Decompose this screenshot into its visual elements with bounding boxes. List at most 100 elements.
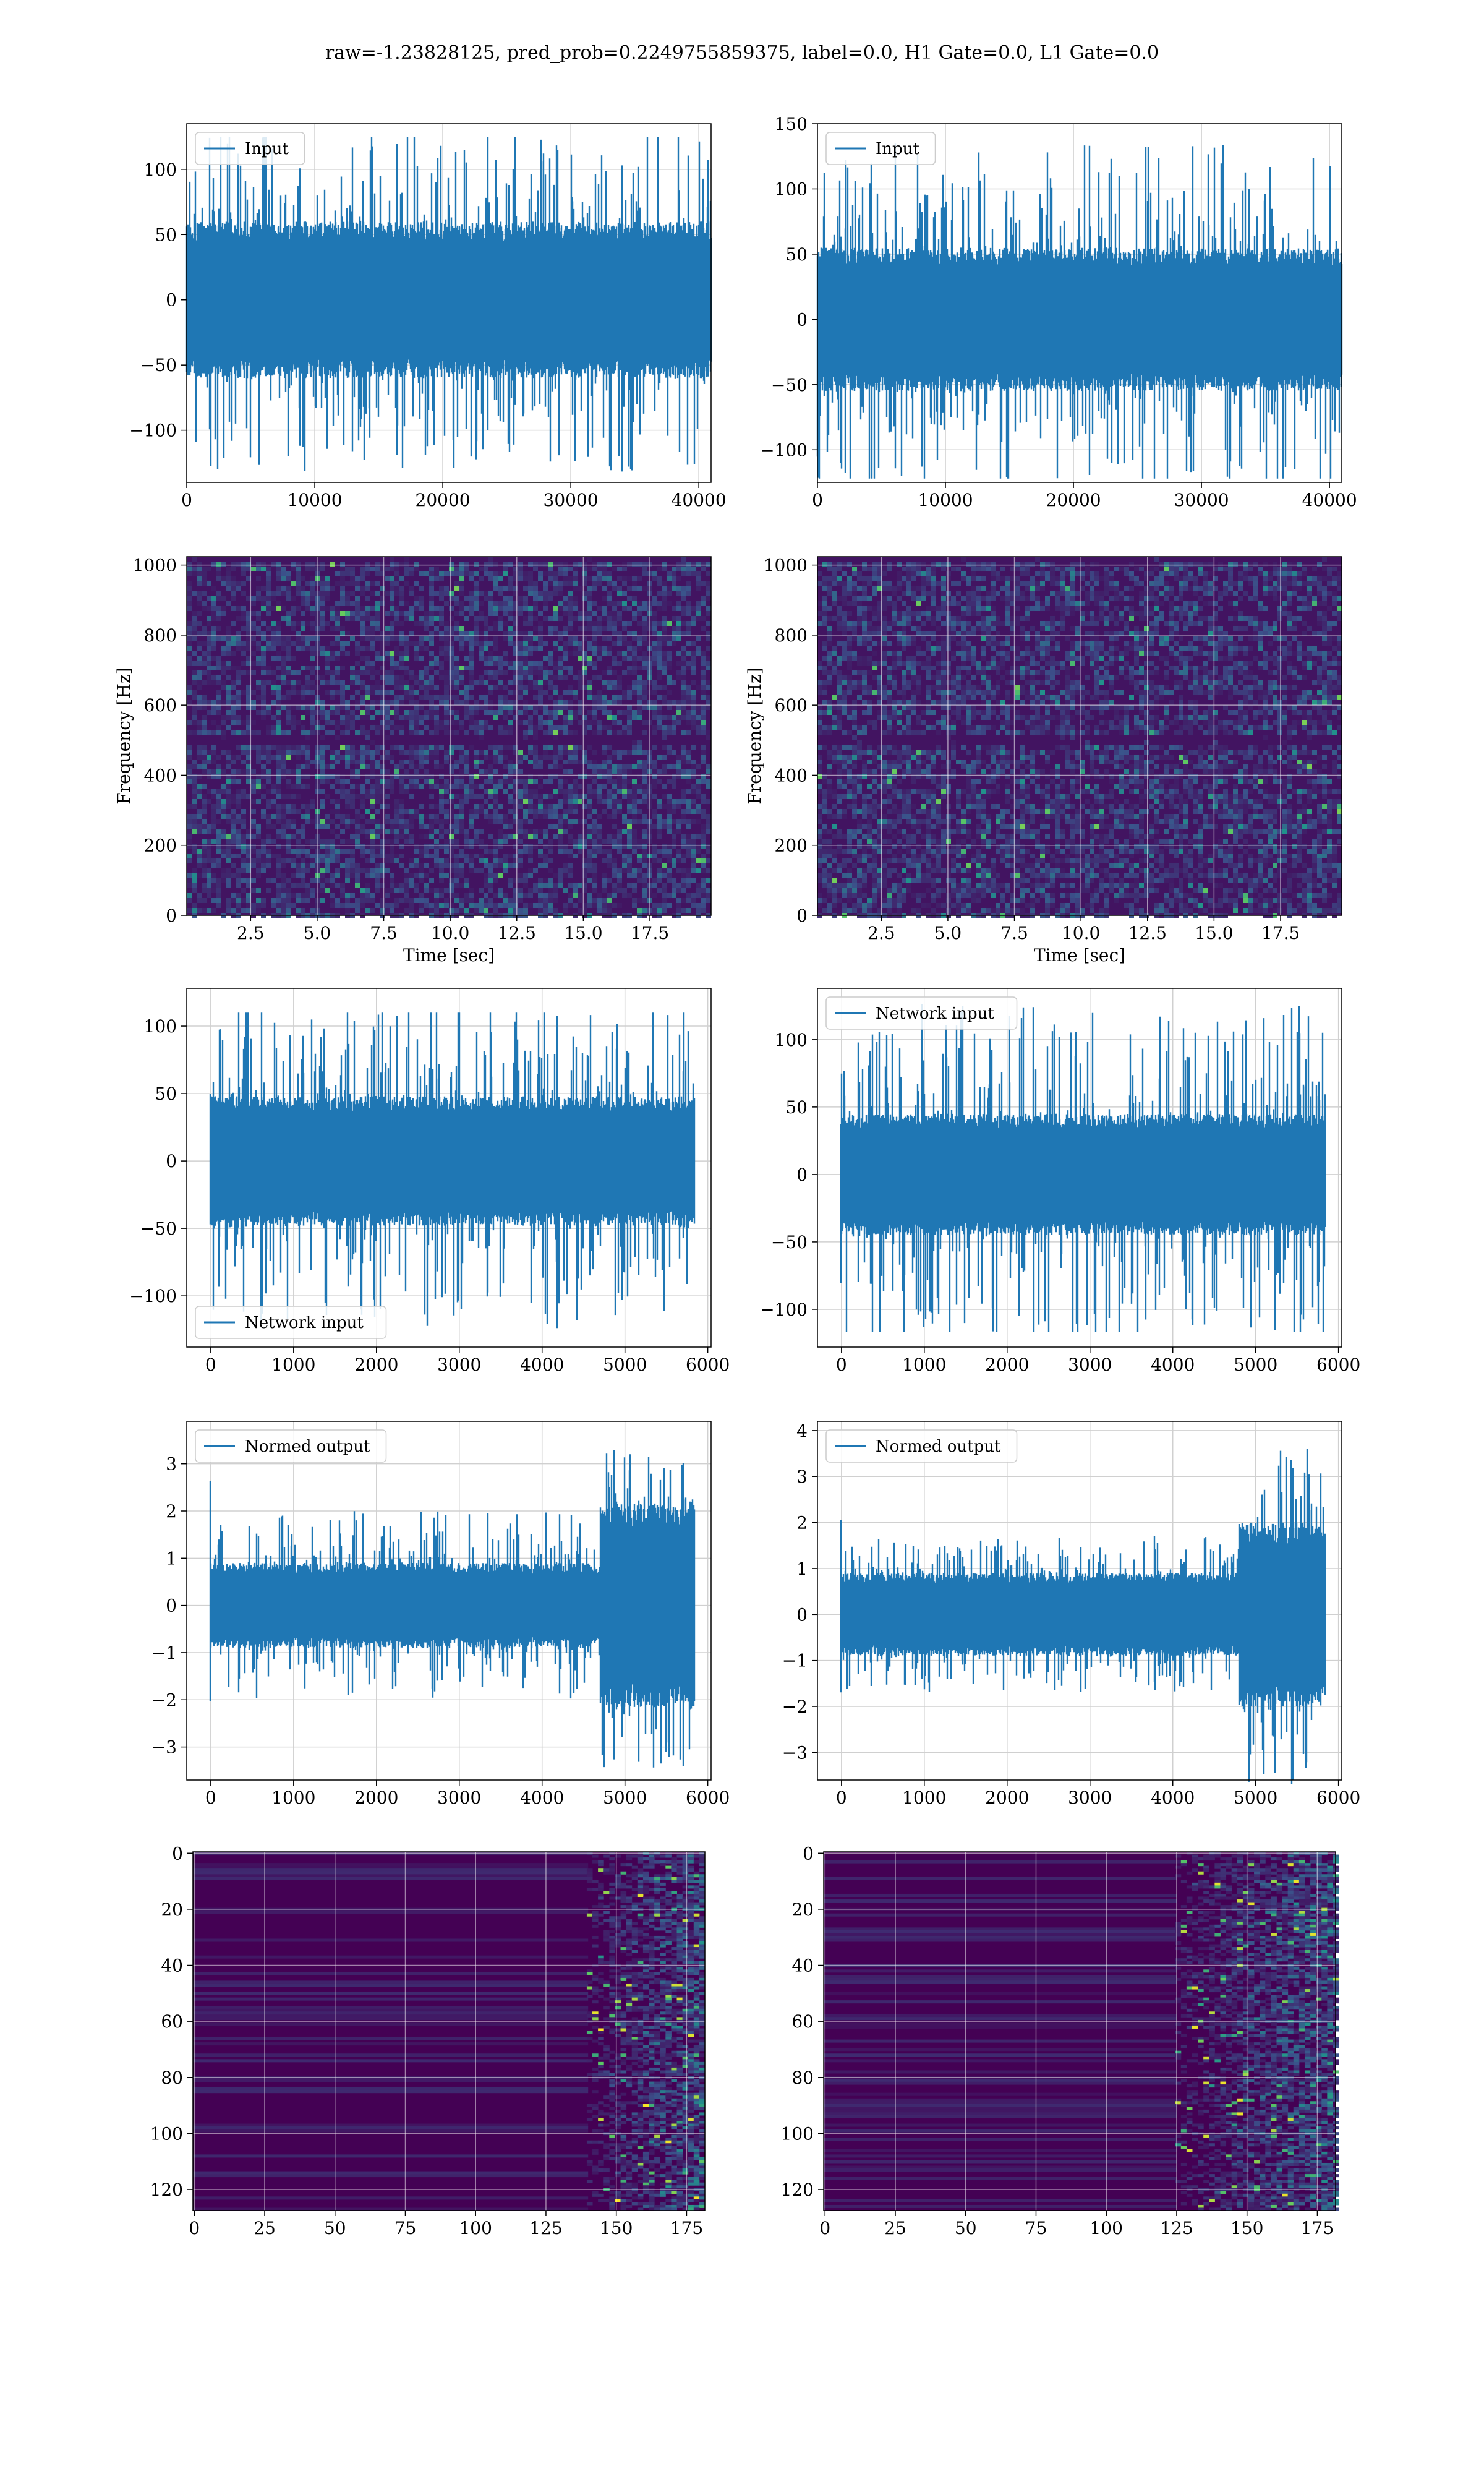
y-tick-label: 2 bbox=[796, 1513, 808, 1533]
axes-frame bbox=[186, 556, 712, 916]
heatmap-image bbox=[187, 557, 711, 918]
legend-box bbox=[195, 1429, 387, 1463]
chart-network-input-left: 0 1000 2000 3000 4000 5000 6000 −100 −50 0 50 100 Ne… bbox=[129, 988, 730, 1375]
y-tick-label: 1 bbox=[796, 1559, 808, 1579]
y-tick-label: −50 bbox=[771, 375, 808, 395]
y-tick-label: 40 bbox=[161, 1956, 183, 1976]
series-line bbox=[209, 1450, 696, 1768]
x-tick-label: 5.0 bbox=[304, 923, 331, 943]
axes-frame bbox=[192, 1851, 706, 2211]
x-tick-label: 4000 bbox=[520, 1787, 564, 1808]
legend: Normed output bbox=[195, 1429, 387, 1463]
x-tick-label: 0 bbox=[189, 2218, 200, 2238]
y-tick-label: 200 bbox=[775, 836, 808, 856]
x-tick-label: 5.0 bbox=[934, 923, 962, 943]
y-tick-label: 0 bbox=[172, 1843, 183, 1864]
x-tick-label: 10000 bbox=[287, 490, 342, 510]
y-tick-label: 0 bbox=[796, 1604, 808, 1625]
x-tick-label: 75 bbox=[1025, 2218, 1047, 2238]
x-tick-label: 10000 bbox=[918, 490, 973, 510]
x-tick-label: 15.0 bbox=[564, 923, 602, 943]
x-tick-label: 17.5 bbox=[1261, 923, 1300, 943]
x-axis-label: Time [sec] bbox=[403, 945, 495, 965]
legend-label: Normed output bbox=[245, 1437, 370, 1456]
legend-box bbox=[825, 132, 936, 165]
x-tick-label: 40000 bbox=[672, 490, 727, 510]
axes-frame bbox=[817, 556, 1342, 916]
y-tick-label: −100 bbox=[129, 421, 177, 441]
x-tick-label: 3000 bbox=[1068, 1355, 1112, 1375]
y-tick-label: 0 bbox=[166, 1596, 177, 1616]
y-tick-label: 1 bbox=[166, 1548, 177, 1569]
x-tick-label: 5000 bbox=[603, 1787, 647, 1808]
y-tick-label: 800 bbox=[144, 625, 177, 646]
series-line bbox=[840, 1004, 1326, 1332]
x-tick-label: 7.5 bbox=[1000, 923, 1028, 943]
x-tick-label: 3000 bbox=[1068, 1787, 1112, 1808]
chart-input-left: 0 10000 20000 30000 40000 −100 −50 0 50 100 Input bbox=[129, 123, 727, 510]
y-tick-label: 0 bbox=[166, 905, 177, 926]
heatmap-image bbox=[193, 1852, 706, 2211]
legend: Network input bbox=[825, 996, 1018, 1030]
legend-box bbox=[825, 1429, 1018, 1463]
y-tick-label: 400 bbox=[144, 765, 177, 785]
y-tick-label: 3 bbox=[796, 1466, 808, 1487]
y-tick-label: 0 bbox=[166, 290, 177, 310]
y-tick-label: 400 bbox=[775, 765, 808, 785]
y-tick-label: −100 bbox=[760, 1299, 808, 1320]
chart-normed-output-right: 0 1000 2000 3000 4000 5000 6000 −3 −2 −1 0 1 2 3 4 Norm… bbox=[782, 1421, 1361, 1808]
legend-label: Input bbox=[245, 140, 289, 158]
y-tick-label: −50 bbox=[140, 355, 177, 375]
y-tick-label: −1 bbox=[151, 1643, 177, 1663]
x-tick-label: 175 bbox=[670, 2218, 703, 2238]
x-tick-label: 10.0 bbox=[1062, 923, 1100, 943]
x-tick-label: 4000 bbox=[520, 1355, 564, 1375]
legend-label: Input bbox=[876, 140, 919, 158]
legend-box bbox=[195, 1306, 387, 1339]
legend-label: Normed output bbox=[876, 1437, 1001, 1456]
y-tick-label: 50 bbox=[155, 1084, 177, 1104]
x-tick-label: 0 bbox=[836, 1355, 847, 1375]
y-tick-label: 4 bbox=[796, 1421, 808, 1441]
x-tick-label: 0 bbox=[836, 1787, 847, 1808]
y-tick-label: 50 bbox=[785, 1097, 808, 1118]
x-tick-label: 1000 bbox=[271, 1355, 315, 1375]
y-tick-label: −2 bbox=[782, 1697, 808, 1717]
y-tick-label: 60 bbox=[161, 2011, 183, 2032]
x-tick-label: 4000 bbox=[1151, 1355, 1195, 1375]
y-tick-label: 1000 bbox=[133, 555, 177, 576]
x-tick-label: 17.5 bbox=[631, 923, 669, 943]
x-tick-label: 5000 bbox=[1234, 1355, 1277, 1375]
x-tick-label: 1000 bbox=[902, 1787, 946, 1808]
x-tick-label: 20000 bbox=[416, 490, 471, 510]
chart-input-right: 0 10000 20000 30000 40000 −100 −50 0 50 100 150 Inp… bbox=[760, 114, 1357, 510]
x-tick-label: 125 bbox=[1160, 2218, 1193, 2238]
chart-spectrogram-right: 2.5 5.0 7.5 10.0 12.5 15.0 17.5 0 200 400 600 800 10… bbox=[744, 555, 1342, 965]
x-tick-label: 75 bbox=[394, 2218, 417, 2238]
y-tick-label: 600 bbox=[775, 695, 808, 716]
y-tick-label: 60 bbox=[791, 2011, 814, 2032]
y-tick-label: 0 bbox=[796, 905, 808, 926]
y-tick-label: 100 bbox=[150, 2123, 183, 2144]
x-tick-label: 100 bbox=[1090, 2218, 1122, 2238]
y-tick-label: 50 bbox=[155, 225, 177, 245]
y-tick-label: 1000 bbox=[764, 555, 808, 576]
x-tick-label: 5000 bbox=[1234, 1787, 1277, 1808]
x-tick-label: 5000 bbox=[603, 1355, 647, 1375]
x-tick-label: 150 bbox=[600, 2218, 633, 2238]
legend: Input bbox=[195, 132, 305, 165]
axes-frame bbox=[186, 988, 712, 1348]
x-tick-label: 125 bbox=[529, 2218, 562, 2238]
y-tick-label: 50 bbox=[785, 244, 808, 265]
y-tick-label: 120 bbox=[781, 2180, 814, 2200]
x-tick-label: 2000 bbox=[985, 1355, 1029, 1375]
x-tick-label: 0 bbox=[205, 1355, 216, 1375]
x-tick-label: 20000 bbox=[1046, 490, 1101, 510]
x-tick-label: 10.0 bbox=[431, 923, 469, 943]
x-tick-label: 6000 bbox=[1316, 1355, 1360, 1375]
y-tick-label: 2 bbox=[166, 1501, 177, 1522]
chart-network-input-right: 0 1000 2000 3000 4000 5000 6000 −100 −50 0 50 100 Ne… bbox=[760, 988, 1360, 1375]
x-tick-label: 100 bbox=[459, 2218, 492, 2238]
y-tick-label: 80 bbox=[791, 2068, 814, 2088]
axes-frame bbox=[823, 1851, 1336, 2211]
